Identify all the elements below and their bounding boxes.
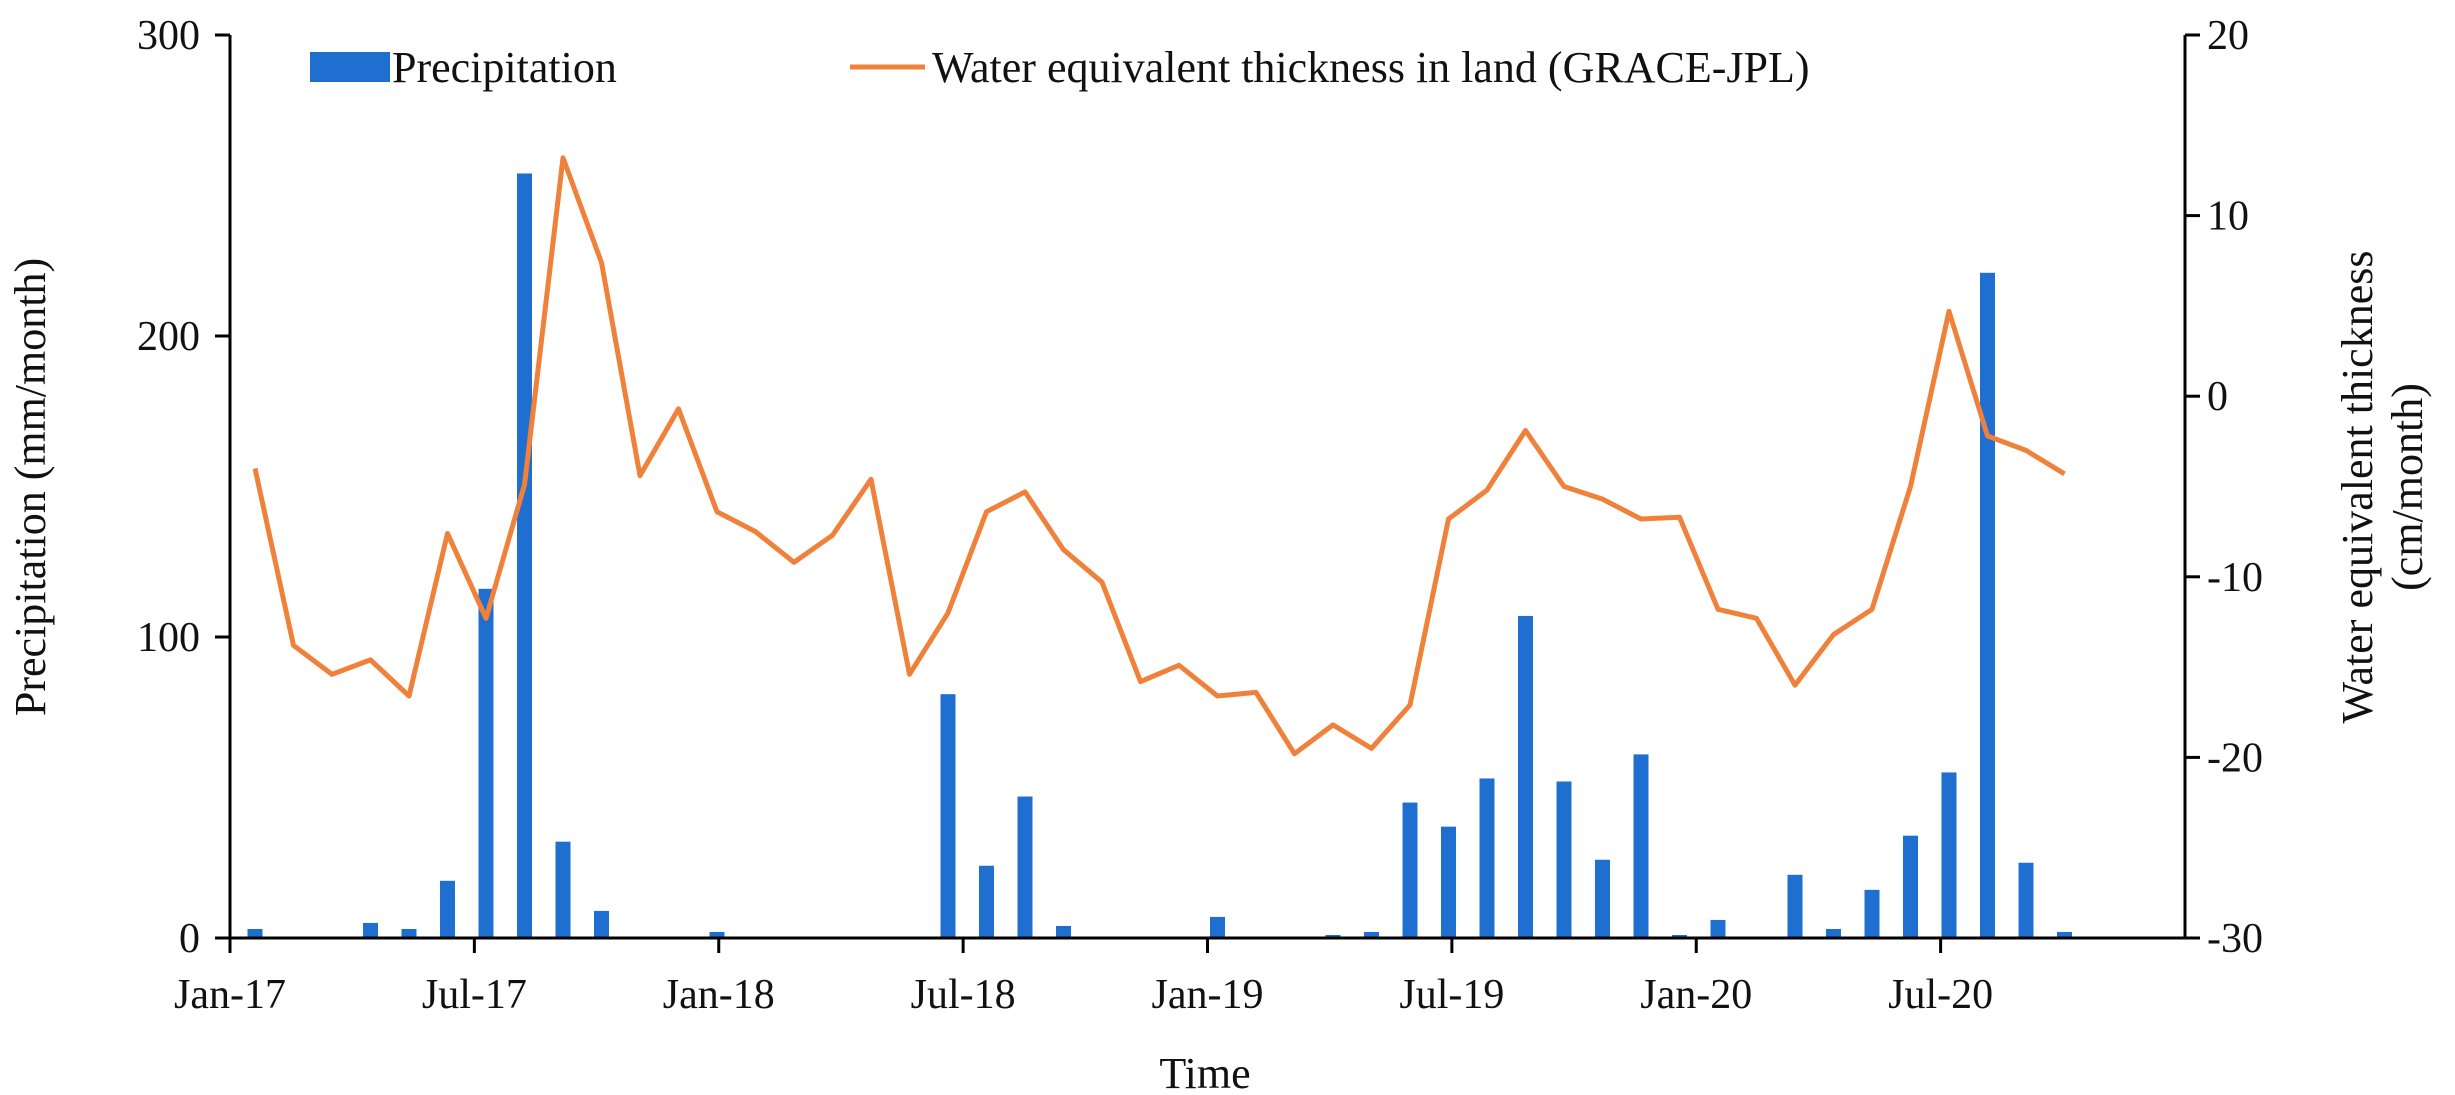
precipitation-bar-4	[401, 928, 417, 938]
x-ticks: Jan-17 Jul-17 Jan-18 Jul-18 Jan-19 Jul-19 Jan-…	[174, 938, 1993, 1018]
precipitation-bar-35	[1595, 859, 1610, 938]
legend-grace-label: Water equivalent thickness in land (GRAC…	[932, 43, 1810, 92]
left-tick-label-2: 200	[137, 314, 200, 360]
x-tick-label-5: Jul-19	[1399, 972, 1504, 1018]
x-tick-label-1: Jul-17	[422, 972, 527, 1018]
x-tick-label-2: Jan-18	[663, 972, 775, 1018]
precipitation-bar-32	[1479, 778, 1495, 938]
precipitation-bar-30	[1402, 802, 1418, 938]
x-axis-title: Time	[1159, 1049, 1250, 1095]
precipitation-bar-18	[940, 694, 956, 938]
precipitation-bar-29	[1364, 931, 1379, 938]
precipitation-bar-25	[1210, 916, 1225, 938]
right-tick-label-3: 0	[2207, 374, 2228, 420]
precipitation-bar-41	[1826, 928, 1841, 938]
legend: Precipitation Water equivalent thickness…	[310, 43, 1810, 92]
left-y-ticks: 0 100 200 300	[137, 13, 230, 962]
right-tick-label-1: -20	[2207, 735, 2263, 781]
precipitation-bar-31	[1441, 826, 1456, 938]
left-tick-label-3: 300	[137, 13, 200, 59]
precipitation-bar-37	[1672, 934, 1687, 938]
precipitation-bar-7	[517, 173, 532, 938]
precipitation-bar-12	[709, 931, 725, 938]
x-tick-label-7: Jul-20	[1888, 972, 1993, 1018]
precipitation-bar-44	[1941, 772, 1957, 938]
grace-line	[252, 155, 2066, 757]
x-tick-label-3: Jul-18	[911, 972, 1016, 1018]
precipitation-bar-40	[1787, 874, 1803, 938]
grace-line-layer	[252, 155, 2066, 757]
precipitation-bar-0	[247, 928, 263, 938]
right-tick-label-0: -30	[2207, 916, 2263, 962]
left-tick-label-0: 0	[179, 916, 200, 962]
precipitation-bar-42	[1864, 889, 1880, 938]
legend-precipitation-label: Precipitation	[392, 43, 617, 92]
precipitation-bar-3	[363, 922, 378, 938]
precipitation-bar-38	[1710, 919, 1726, 938]
precipitation-bar-21	[1056, 925, 1071, 938]
precipitation-bar-34	[1556, 781, 1572, 938]
precipitation-bar-8	[555, 841, 571, 938]
legend-precipitation-swatch	[310, 52, 390, 82]
precipitation-bar-46	[2018, 862, 2034, 938]
precipitation-bar-47	[2057, 931, 2072, 938]
x-tick-label-0: Jan-17	[174, 972, 286, 1018]
precipitation-bar-43	[1903, 835, 1918, 938]
left-y-axis-title: Precipitation (mm/month)	[6, 258, 55, 716]
precipitation-bar-45	[1980, 272, 1995, 938]
precipitation-bars	[247, 173, 2072, 938]
precipitation-bar-19	[979, 865, 994, 938]
precipitation-bar-33	[1518, 615, 1533, 938]
precipitation-bar-5	[440, 880, 455, 938]
precipitation-bar-6	[478, 588, 494, 938]
x-tick-label-6: Jan-20	[1640, 972, 1752, 1018]
x-tick-label-4: Jan-19	[1152, 972, 1264, 1018]
precipitation-bar-36	[1633, 754, 1649, 938]
right-y-axis-title-line2: (cm/month)	[2383, 383, 2432, 591]
right-y-ticks: -30 -20 -10 0 10 20	[2185, 13, 2263, 962]
precipitation-bar-9	[594, 910, 609, 938]
left-tick-label-1: 100	[137, 615, 200, 661]
right-tick-label-2: -10	[2207, 555, 2263, 601]
precipitation-bar-28	[1325, 934, 1341, 938]
right-y-axis-title-line1: Water equivalent thickness	[2333, 251, 2382, 724]
right-tick-label-4: 10	[2207, 194, 2249, 240]
precipitation-bar-20	[1017, 796, 1033, 938]
right-tick-label-5: 20	[2207, 13, 2249, 59]
